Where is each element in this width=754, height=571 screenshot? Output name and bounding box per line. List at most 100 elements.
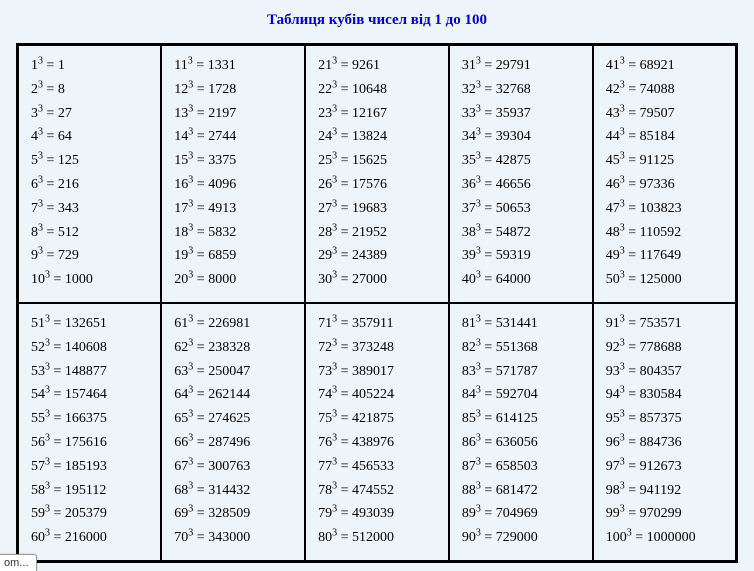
cube-value: 205379 xyxy=(65,506,107,521)
cube-exponent: 3 xyxy=(476,527,481,538)
cube-entry: 383 = 54872 xyxy=(462,221,582,245)
cube-value: 681472 xyxy=(496,483,538,498)
cube-exponent: 3 xyxy=(620,246,625,257)
cube-exponent: 3 xyxy=(332,103,337,114)
cube-value: 64 xyxy=(58,129,72,144)
cube-entry: 243 = 13824 xyxy=(318,125,438,149)
cube-exponent: 3 xyxy=(45,270,50,281)
cube-base: 7 xyxy=(31,201,38,216)
cube-base: 90 xyxy=(462,530,476,545)
cube-value: 195112 xyxy=(65,483,106,498)
cube-entry: 723 = 373248 xyxy=(318,336,438,360)
cube-value: 3375 xyxy=(208,153,236,168)
cube-base: 49 xyxy=(606,248,620,263)
cube-base: 43 xyxy=(606,106,620,121)
cube-exponent: 3 xyxy=(476,151,481,162)
table-cell: 113 = 1331123 = 1728133 = 2197143 = 2744… xyxy=(161,45,305,303)
cube-value: 175616 xyxy=(65,435,107,450)
table-cell: 813 = 531441823 = 551368833 = 571787843 … xyxy=(449,303,593,561)
cube-entry: 303 = 27000 xyxy=(318,268,438,292)
cube-value: 10648 xyxy=(352,82,387,97)
cube-base: 82 xyxy=(462,340,476,355)
cube-exponent: 3 xyxy=(45,409,50,420)
cube-exponent: 3 xyxy=(620,127,625,138)
cube-base: 2 xyxy=(31,82,38,97)
cube-value: 493039 xyxy=(352,506,394,521)
cube-entry: 203 = 8000 xyxy=(174,268,294,292)
table-row: 513 = 132651523 = 140608533 = 148877543 … xyxy=(18,303,737,561)
cube-base: 80 xyxy=(318,530,332,545)
cube-base: 93 xyxy=(606,364,620,379)
cube-exponent: 3 xyxy=(620,361,625,372)
cube-exponent: 3 xyxy=(45,361,50,372)
table-cell: 613 = 226981623 = 238328633 = 250047643 … xyxy=(161,303,305,561)
cube-exponent: 3 xyxy=(332,79,337,90)
cube-exponent: 3 xyxy=(188,409,193,420)
cube-base: 72 xyxy=(318,340,332,355)
cube-entry: 123 = 1728 xyxy=(174,78,294,102)
cube-value: 4096 xyxy=(208,177,236,192)
cube-entry: 443 = 85184 xyxy=(606,125,725,149)
cube-base: 70 xyxy=(174,530,188,545)
cube-base: 30 xyxy=(318,272,332,287)
cube-base: 83 xyxy=(462,364,476,379)
cube-base: 23 xyxy=(318,106,332,121)
cube-exponent: 3 xyxy=(476,174,481,185)
cube-entry: 743 = 405224 xyxy=(318,383,438,407)
cube-value: 456533 xyxy=(352,459,394,474)
cube-exponent: 3 xyxy=(476,246,481,257)
cube-base: 1 xyxy=(31,58,38,73)
cube-entry: 193 = 6859 xyxy=(174,244,294,268)
cube-base: 47 xyxy=(606,201,620,216)
page: Таблиця кубів чисел від 1 до 100 13 = 12… xyxy=(0,0,754,563)
cube-value: 50653 xyxy=(496,201,531,216)
cube-base: 98 xyxy=(606,483,620,498)
cube-entry: 143 = 2744 xyxy=(174,125,294,149)
cube-value: 27 xyxy=(58,106,72,121)
cube-entry: 563 = 175616 xyxy=(31,431,150,455)
cube-entry: 903 = 729000 xyxy=(462,526,582,550)
cube-exponent: 3 xyxy=(620,55,625,66)
cube-base: 63 xyxy=(174,364,188,379)
cube-base: 14 xyxy=(174,129,188,144)
cube-value: 19683 xyxy=(352,201,387,216)
cube-exponent: 3 xyxy=(620,504,625,515)
cube-exponent: 3 xyxy=(188,361,193,372)
cube-base: 12 xyxy=(174,82,188,97)
cube-base: 9 xyxy=(31,248,38,263)
cube-base: 38 xyxy=(462,225,476,240)
cube-base: 89 xyxy=(462,506,476,521)
cube-value: 941192 xyxy=(640,483,681,498)
cube-exponent: 3 xyxy=(332,527,337,538)
browser-tab-stub[interactable]: om... xyxy=(0,554,37,571)
cube-entry: 533 = 148877 xyxy=(31,360,150,384)
cube-exponent: 3 xyxy=(476,361,481,372)
cube-exponent: 3 xyxy=(332,409,337,420)
cube-base: 35 xyxy=(462,153,476,168)
cubes-table-body: 13 = 123 = 833 = 2743 = 6453 = 12563 = 2… xyxy=(18,45,737,562)
cube-exponent: 3 xyxy=(45,480,50,491)
cube-value: 27000 xyxy=(352,272,387,287)
cube-exponent: 3 xyxy=(45,432,50,443)
cube-value: 857375 xyxy=(640,411,682,426)
cube-value: 117649 xyxy=(640,248,681,263)
cube-base: 68 xyxy=(174,483,188,498)
cube-value: 250047 xyxy=(208,364,250,379)
cube-exponent: 3 xyxy=(476,456,481,467)
cube-base: 61 xyxy=(174,316,188,331)
cube-entry: 703 = 343000 xyxy=(174,526,294,550)
cube-exponent: 3 xyxy=(38,103,43,114)
cube-base: 37 xyxy=(462,201,476,216)
cube-exponent: 3 xyxy=(45,385,50,396)
cube-value: 262144 xyxy=(208,387,250,402)
cube-value: 2197 xyxy=(208,106,236,121)
cube-value: 438976 xyxy=(352,435,394,450)
page-title: Таблиця кубів чисел від 1 до 100 xyxy=(16,12,738,29)
cube-exponent: 3 xyxy=(188,174,193,185)
cube-exponent: 3 xyxy=(476,385,481,396)
cube-base: 74 xyxy=(318,387,332,402)
cube-entry: 33 = 27 xyxy=(31,102,150,126)
cube-entry: 273 = 19683 xyxy=(318,197,438,221)
cube-value: 238328 xyxy=(208,340,250,355)
cube-entry: 523 = 140608 xyxy=(31,336,150,360)
